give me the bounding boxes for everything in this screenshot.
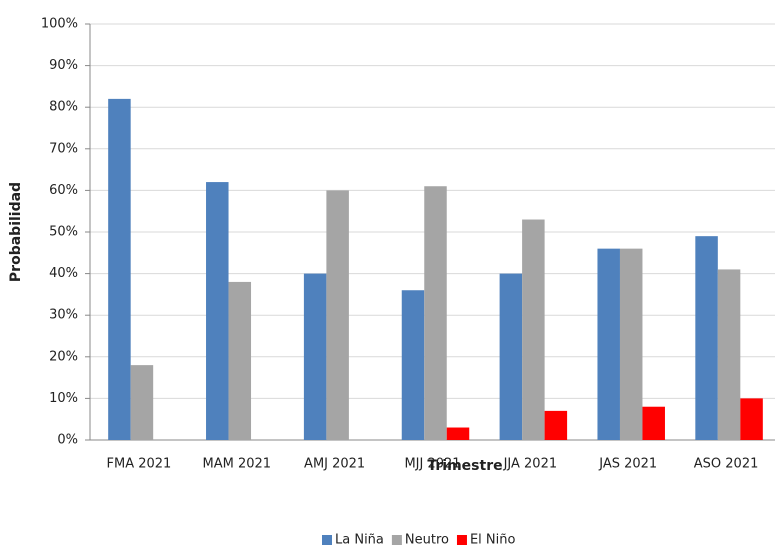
x-tick-label: MJJ 2021 <box>404 457 460 472</box>
y-tick-label: 100% <box>41 17 78 32</box>
bar <box>326 190 349 440</box>
y-tick-label: 10% <box>49 391 78 406</box>
y-tick-label: 80% <box>49 100 78 115</box>
bar <box>228 281 252 440</box>
bar <box>522 219 545 440</box>
legend-swatch <box>391 535 402 545</box>
y-axis-title: Probabilidad <box>8 182 24 282</box>
bar <box>544 410 568 440</box>
y-tick-label: 90% <box>49 58 78 73</box>
y-tick-label: 40% <box>49 266 78 281</box>
bar <box>303 273 327 440</box>
y-tick-label: 50% <box>49 225 78 240</box>
bar <box>499 273 523 440</box>
y-tick-label: 60% <box>49 183 78 198</box>
x-axis-title: Trimestre <box>427 458 502 474</box>
bar <box>695 236 718 440</box>
bar <box>446 427 470 440</box>
bar <box>206 182 229 440</box>
y-tick-label: 0% <box>57 433 78 448</box>
y-tick-label: 30% <box>49 308 78 323</box>
bar <box>740 398 763 440</box>
bar <box>108 98 131 440</box>
x-tick-label: JAS 2021 <box>598 457 657 472</box>
legend-swatch <box>456 535 467 545</box>
y-tick-label: 70% <box>49 141 78 156</box>
y-tick-label: 20% <box>49 349 78 364</box>
legend-label: Neutro <box>405 533 449 548</box>
legend-label: La Niña <box>335 533 384 548</box>
legend-label: El Niño <box>470 533 516 548</box>
bar <box>130 365 154 440</box>
bar <box>401 290 425 440</box>
bar <box>424 186 447 440</box>
x-tick-label: ASO 2021 <box>694 457 759 472</box>
legend-swatch <box>322 535 332 545</box>
bar <box>717 269 741 440</box>
x-tick-label: MAM 2021 <box>203 457 272 472</box>
x-tick-label: FMA 2021 <box>107 457 172 472</box>
x-tick-label: JJA 2021 <box>503 457 558 472</box>
bar <box>597 248 620 440</box>
bar <box>642 406 665 440</box>
x-tick-label: AMJ 2021 <box>304 457 365 472</box>
bar <box>619 248 643 440</box>
